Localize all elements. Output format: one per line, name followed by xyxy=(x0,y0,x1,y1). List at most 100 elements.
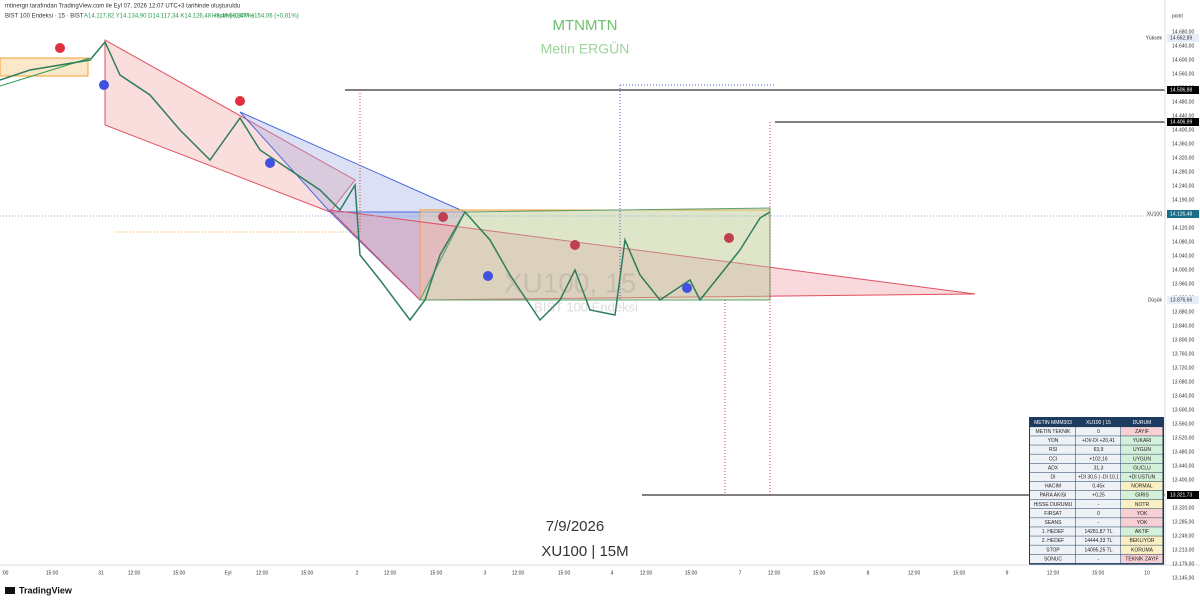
cell-text: CCI xyxy=(1049,456,1058,462)
price-label: 13.640,00 xyxy=(1172,393,1194,399)
cell-text: NOTR xyxy=(1135,502,1150,508)
buy-dot xyxy=(265,158,275,168)
sell-dot xyxy=(438,212,448,222)
table-cell xyxy=(1076,490,1121,500)
price-label: 14.120,00 xyxy=(1172,225,1194,231)
cell-text: ADX xyxy=(1048,465,1059,471)
table-cell xyxy=(1121,536,1163,545)
price-label: 14.000,00 xyxy=(1172,267,1194,273)
signals xyxy=(55,43,734,293)
price-label: 13.560,00 xyxy=(1172,421,1194,427)
cell-text: UYGUN xyxy=(1133,447,1151,453)
price-badge xyxy=(1167,34,1199,42)
ohlc: A14.117,82 Y14.134,90 D14.117,34 K14.126… xyxy=(84,14,254,20)
price-label: 13.600,00 xyxy=(1172,407,1194,413)
time-label: 15:00 xyxy=(301,570,314,576)
price-label: 13.320,00 xyxy=(1172,505,1194,511)
cell-text: GUCLU xyxy=(1133,465,1151,471)
table-cell xyxy=(1030,518,1076,527)
logo: TradingView xyxy=(5,585,73,595)
cell-text: 0,45x xyxy=(1092,484,1105,490)
price-label: 14.400,00 xyxy=(1172,127,1194,133)
cell-text: UYGUN xyxy=(1133,456,1151,462)
table-cell xyxy=(1076,527,1121,536)
axis-unit: point xyxy=(1172,13,1183,19)
price-label: 14.560,00 xyxy=(1172,71,1194,77)
cell-text: +DI 30,5 | -DI 10,1 xyxy=(1078,474,1119,480)
cell-text: YOK xyxy=(1137,511,1148,517)
table-cell xyxy=(1030,536,1076,545)
time-label: 4 xyxy=(611,570,614,576)
time-label: 9 xyxy=(1006,570,1009,576)
table-cell xyxy=(1076,472,1121,482)
cell-text: 0 xyxy=(1097,429,1100,435)
logo-mark xyxy=(5,587,15,594)
price-axis: 14.680,00 14.640,00 14.600,00 14.560,00 14.5… xyxy=(1146,29,1199,581)
cell-text: YOK xyxy=(1137,520,1148,526)
time-label: Eyl xyxy=(225,570,232,576)
watermark-frame: XU100 | 15M xyxy=(541,543,628,560)
price-label: 14.080,00 xyxy=(1172,239,1194,245)
time-label: 15:00 xyxy=(558,570,571,576)
price-label: 14.480,00 xyxy=(1172,99,1194,105)
time-label: 15:00 xyxy=(1092,570,1105,576)
cell-text: BEKLIYOR xyxy=(1129,538,1154,544)
price-label: 14.320,00 xyxy=(1172,155,1194,161)
price-label: 14.190,00 xyxy=(1172,197,1194,203)
table-cell xyxy=(1030,490,1076,500)
price-label: 13.145,00 xyxy=(1172,575,1194,581)
time-label: 12:00 xyxy=(1047,570,1060,576)
badge-caption: Yüksek xyxy=(1146,35,1163,41)
sell-dot xyxy=(724,233,734,243)
header-cell xyxy=(1076,418,1121,427)
price-label: 13.179,00 xyxy=(1172,561,1194,567)
table-cell xyxy=(1076,463,1121,473)
sell-dot xyxy=(235,96,245,106)
badge-caption: XU100 xyxy=(1147,211,1163,217)
indicator-table: METIN MMM303 XU100 | 15 DURUM METIN TEKNIK 0… xyxy=(1029,417,1164,565)
header-text: DURUM xyxy=(1133,420,1152,426)
credit: mtinergn tarafından TradingView.com ile … xyxy=(5,4,240,10)
time-label: 15:00 xyxy=(46,570,59,576)
table-cell xyxy=(1076,509,1121,518)
price-label: 14.440,00 xyxy=(1172,113,1194,119)
time-label: 7 xyxy=(739,570,742,576)
watermark-title: MTNMTN xyxy=(553,17,618,34)
price-label: 13.213,00 xyxy=(1172,547,1194,553)
cell-text: YON xyxy=(1048,438,1059,444)
cell-text: HACIM xyxy=(1045,484,1061,490)
volume: Hacim68,84M +154,06 (+0,81%) xyxy=(212,14,299,20)
time-label: 12:00 xyxy=(908,570,921,576)
price-label: 14.640,00 xyxy=(1172,43,1194,49)
cell-text: SEANS xyxy=(1045,520,1063,526)
buy-dot xyxy=(483,271,493,281)
time-label: :00 xyxy=(2,570,9,576)
table-cell xyxy=(1030,472,1076,482)
header-cell xyxy=(1121,418,1163,427)
cell-text: ZAYIF xyxy=(1135,429,1149,435)
table-cell xyxy=(1030,463,1076,473)
price-label: 13.760,00 xyxy=(1172,351,1194,357)
cell-text: - xyxy=(1098,520,1100,526)
table-cell xyxy=(1030,499,1076,509)
brand: TradingView xyxy=(19,585,73,595)
time-label: 15:00 xyxy=(953,570,966,576)
cell-text: YUKARI xyxy=(1133,438,1152,444)
cell-text: STOP xyxy=(1046,547,1060,553)
cell-text: 63,9 xyxy=(1094,447,1104,453)
price-label: 14.280,00 xyxy=(1172,169,1194,175)
price-badge xyxy=(1167,86,1199,94)
watermark-author: Metin ERGÜN xyxy=(541,40,630,57)
price-badge xyxy=(1167,210,1199,218)
price-label: 13.249,00 xyxy=(1172,533,1194,539)
price-label: 13.400,00 xyxy=(1172,477,1194,483)
price-path xyxy=(0,40,771,322)
cell-text: PARA AKISI xyxy=(1040,493,1067,499)
cell-text: METIN TEKNIK xyxy=(1036,429,1072,435)
time-label: 15:00 xyxy=(430,570,443,576)
cell-text: 14444,33 TL xyxy=(1085,538,1113,544)
price-label: 13.440,00 xyxy=(1172,463,1194,469)
price-badge xyxy=(1167,118,1199,126)
table-cell xyxy=(1030,481,1076,491)
